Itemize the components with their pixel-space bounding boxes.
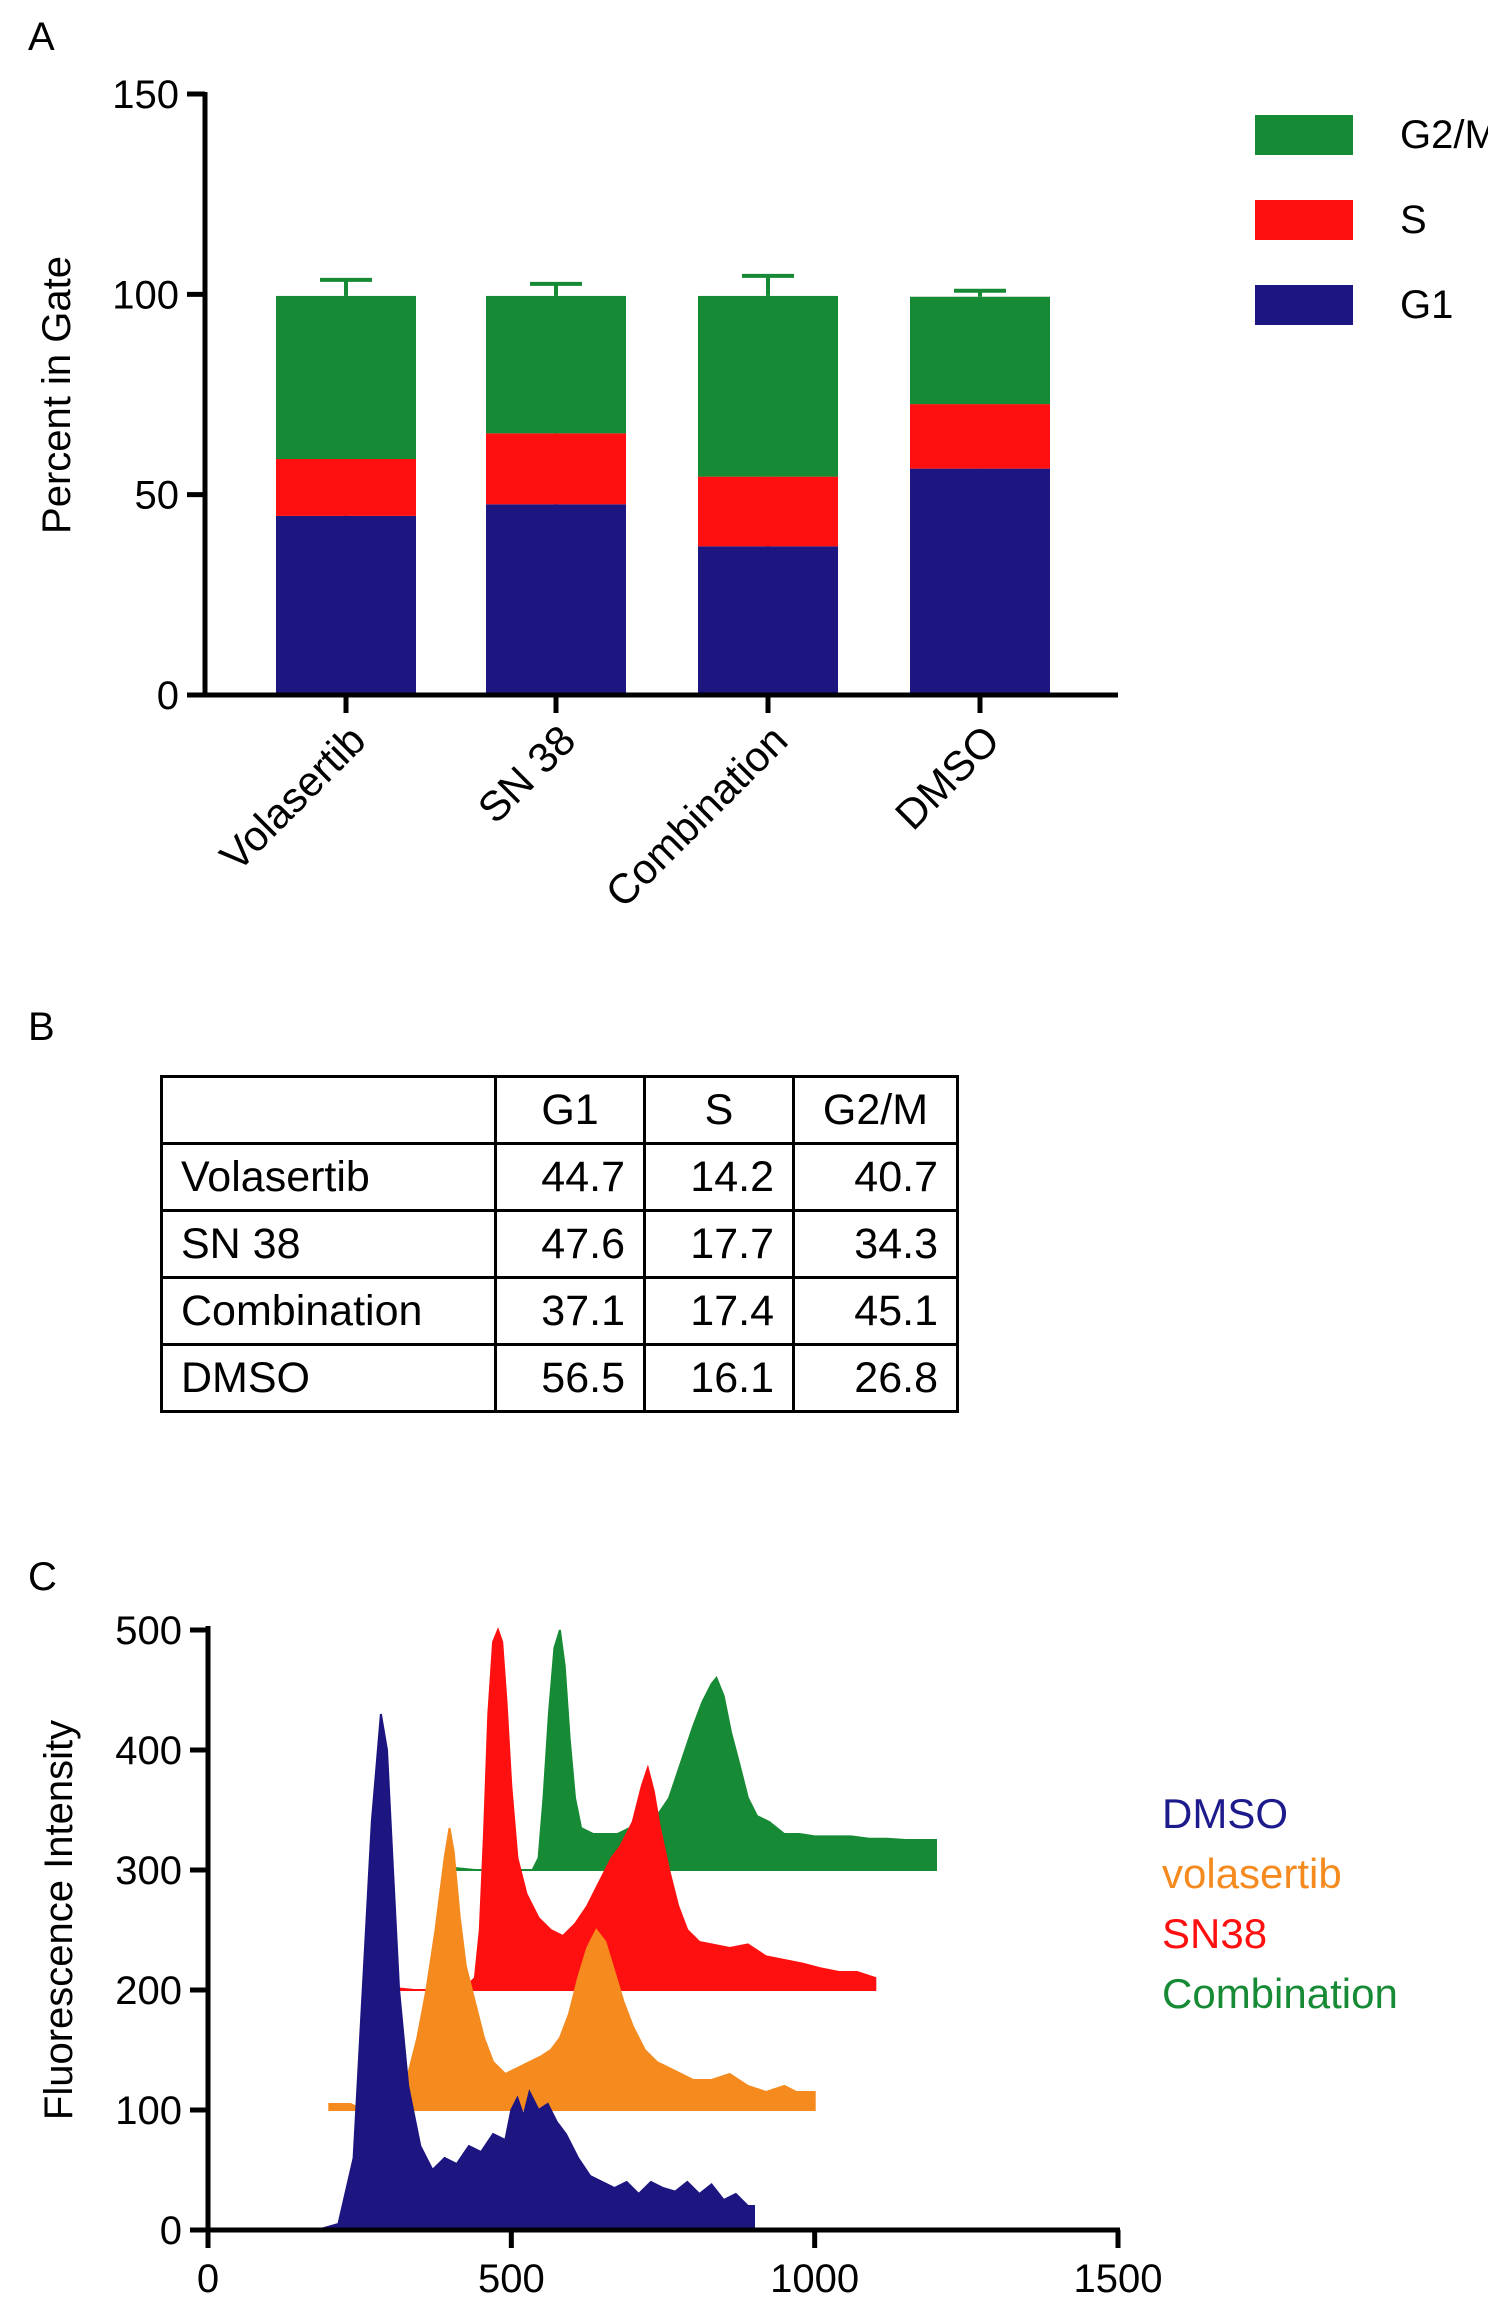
bar-s-segment [698,476,838,547]
bar-g1-segment [276,515,416,695]
table-cell: 45.1 [792,1276,959,1346]
table-cell: 37.1 [494,1276,646,1346]
legend-label-volasertib: volasertib [1162,1850,1342,1897]
y-tick-label: 150 [112,73,179,117]
histogram-layer [268,1627,937,2231]
table-cell: 44.7 [494,1142,646,1212]
y-tick-label: 100 [112,273,179,317]
table-header-cell: G1 [494,1075,646,1145]
y-tick-label: 500 [115,1609,182,1653]
panel-label-a: A [28,15,55,59]
bar-s-segment [486,433,626,505]
table-header-cell: G2/M [792,1075,959,1145]
bar-g2m-segment [486,295,626,434]
table-cell: 40.7 [792,1142,959,1212]
panel-label-b: B [28,1005,55,1049]
legend-label-sn38: SN38 [1162,1910,1267,1957]
table-cell: 26.8 [792,1343,959,1413]
cell-cycle-table: G1 S G2/M Volasertib 44.7 14.2 40.7 SN 3… [160,1075,959,1413]
table-cell: 56.5 [494,1343,646,1413]
x-tick-label: 0 [197,2257,219,2301]
table-cell: 17.4 [643,1276,795,1346]
y-tick-label: 100 [115,2089,182,2133]
bar-s-segment [276,459,416,516]
legend-label: G1 [1400,283,1453,327]
histogram-combination [449,1629,937,1871]
table-cell: 14.2 [643,1142,795,1212]
legend-label: S [1400,198,1427,242]
x-tick-label: Volasertib [211,716,375,880]
bar-layer [276,273,1050,695]
y-tick-label: 400 [115,1729,182,1773]
bar-g1-segment [698,546,838,695]
y-tick-label: 50 [135,474,180,518]
x-tick-label: 1000 [770,2257,859,2301]
table-cell: 47.6 [494,1209,646,1279]
bar-g2m-segment [276,295,416,460]
table-cell: 34.3 [792,1209,959,1279]
legend: DMSO volasertib SN38 Combination [1162,1790,1398,2017]
legend-label: G2/M [1400,113,1488,157]
histogram-volasertib [328,1827,816,2111]
table-row: SN 38 47.6 17.7 34.3 [160,1209,959,1279]
bar-s-segment [910,404,1050,469]
bar-g2m-segment [698,295,838,477]
bar-g2m-segment [910,296,1050,405]
legend-swatch [1255,285,1353,325]
legend-label-combination: Combination [1162,1970,1398,2017]
table-cell: 17.7 [643,1209,795,1279]
legend-swatch [1255,115,1353,155]
histogram-dmso [268,1713,755,2231]
table-header-row: G1 S G2/M [160,1075,959,1145]
table-cell: DMSO [160,1343,497,1413]
y-tick-label: 200 [115,1969,182,2013]
y-tick-label: 0 [157,674,179,718]
x-tick-label: SN 38 [469,716,585,832]
x-tick-label: Combination [596,716,796,916]
axes-layer: 0 100 200 300 400 500 0 500 1000 1500 [115,1609,1162,2301]
table-cell: SN 38 [160,1209,497,1279]
x-tick-label: 1500 [1074,2257,1163,2301]
legend-swatch [1255,200,1353,240]
legend: G2/M S G1 [1255,113,1488,327]
histogram-sn38 [389,1627,877,1991]
table-header-cell: S [643,1075,795,1145]
y-axis-label: Percent in Gate [35,256,79,534]
x-tick-label: 500 [478,2257,545,2301]
table-cell: Volasertib [160,1142,497,1212]
table-row: Volasertib 44.7 14.2 40.7 [160,1142,959,1212]
y-tick-label: 300 [115,1849,182,1893]
table-row: DMSO 56.5 16.1 26.8 [160,1343,959,1413]
y-axis-label: Fluorescence Intensity [37,1720,81,2120]
legend-label-dmso: DMSO [1162,1790,1288,1837]
table-cell: Combination [160,1276,497,1346]
bar-g1-segment [486,504,626,695]
panel-label-c: C [28,1555,57,1599]
y-tick-label: 0 [160,2209,182,2253]
bar-g1-segment [910,468,1050,695]
table-header-cell [160,1075,497,1145]
table-cell: 16.1 [643,1343,795,1413]
x-tick-label: DMSO [886,716,1008,838]
table-row: Combination 37.1 17.4 45.1 [160,1276,959,1346]
